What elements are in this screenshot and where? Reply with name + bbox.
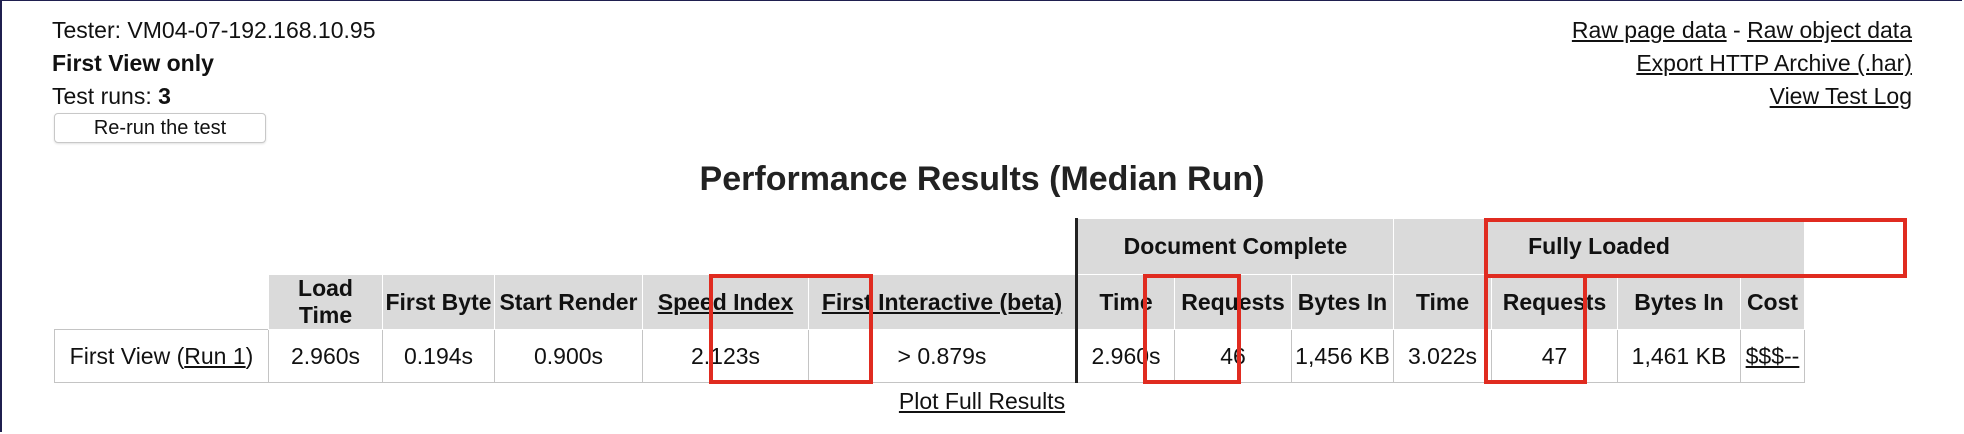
column-header-row: Load Time First Byte Start Render Speed … <box>55 274 1805 330</box>
fl-requests-value: 47 <box>1491 329 1618 383</box>
fl-time-value: 3.022s <box>1393 329 1492 383</box>
export-har-link[interactable]: Export HTTP Archive (.har) <box>1636 50 1912 76</box>
cost-value: $$$-- <box>1740 329 1805 383</box>
group-header-spacer <box>55 219 1077 275</box>
run-1-link[interactable]: Run 1 <box>184 342 246 369</box>
first-interactive-link[interactable]: First Interactive (beta) <box>821 288 1063 315</box>
first-byte-header: First Byte <box>382 274 495 330</box>
dc-time-value: 2.960s <box>1075 329 1175 383</box>
group-header-row: Document Complete Fully Loaded <box>55 218 1805 275</box>
fl-requests-header: Requests <box>1491 274 1618 330</box>
dc-bytes-value: 1,456 KB <box>1291 329 1394 383</box>
start-render-value: 0.900s <box>494 329 643 383</box>
start-render-header: Start Render <box>494 274 643 330</box>
load-time-value: 2.960s <box>268 329 383 383</box>
dc-requests-value: 46 <box>1174 329 1292 383</box>
fl-bytes-header: Bytes In <box>1617 274 1741 330</box>
view-mode: First View only <box>52 50 214 76</box>
plot-full-results-link[interactable]: Plot Full Results <box>898 388 1066 414</box>
data-links: Raw page data - Raw object data Export H… <box>1572 14 1912 113</box>
page-title: Performance Results (Median Run) <box>699 160 1265 198</box>
dc-requests-header: Requests <box>1174 274 1292 330</box>
first-interactive-header: First Interactive (beta) <box>808 274 1077 330</box>
dc-time-header: Time <box>1075 274 1175 330</box>
test-info: Tester: VM04-07-192.168.10.95 First View… <box>52 14 375 113</box>
row-label: First View (Run 1) <box>54 329 269 383</box>
rerun-test-button[interactable]: Re-run the test <box>54 113 266 143</box>
cost-link[interactable]: $$$-- <box>1745 342 1800 369</box>
fl-bytes-value: 1,461 KB <box>1617 329 1741 383</box>
speed-index-link[interactable]: Speed Index <box>657 288 794 315</box>
link-separator: - <box>1726 17 1748 43</box>
test-runs: Test runs: 3 <box>52 80 375 113</box>
document-complete-header: Document Complete <box>1075 218 1394 275</box>
test-runs-label: Test runs: <box>52 83 159 109</box>
first-byte-value: 0.194s <box>382 329 495 383</box>
plot-link-container: Plot Full Results <box>0 388 1964 415</box>
row-label-prefix: First View ( <box>69 342 185 369</box>
first-interactive-value: > 0.879s <box>808 329 1077 383</box>
tester-label: Tester: VM04-07-192.168.10.95 <box>52 17 376 43</box>
raw-page-data-link[interactable]: Raw page data <box>1571 17 1727 43</box>
performance-results-table: Document Complete Fully Loaded Load Time… <box>54 218 1805 383</box>
row-label-suffix: ) <box>245 342 254 369</box>
speed-index-header: Speed Index <box>642 274 809 330</box>
dc-bytes-header: Bytes In <box>1291 274 1394 330</box>
speed-index-value: 2.123s <box>642 329 809 383</box>
fl-time-header: Time <box>1393 274 1492 330</box>
raw-data-links: Raw page data - Raw object data <box>1572 14 1912 47</box>
view-test-log-link[interactable]: View Test Log <box>1769 83 1912 109</box>
test-runs-count: 3 <box>158 83 171 109</box>
raw-object-data-link[interactable]: Raw object data <box>1747 17 1912 43</box>
row-label-header <box>55 275 269 330</box>
first-view-row: First View (Run 1) 2.960s 0.194s 0.900s … <box>54 329 1805 383</box>
cost-header: Cost <box>1740 274 1805 330</box>
load-time-header: Load Time <box>268 274 383 330</box>
fully-loaded-header: Fully Loaded <box>1393 218 1805 275</box>
